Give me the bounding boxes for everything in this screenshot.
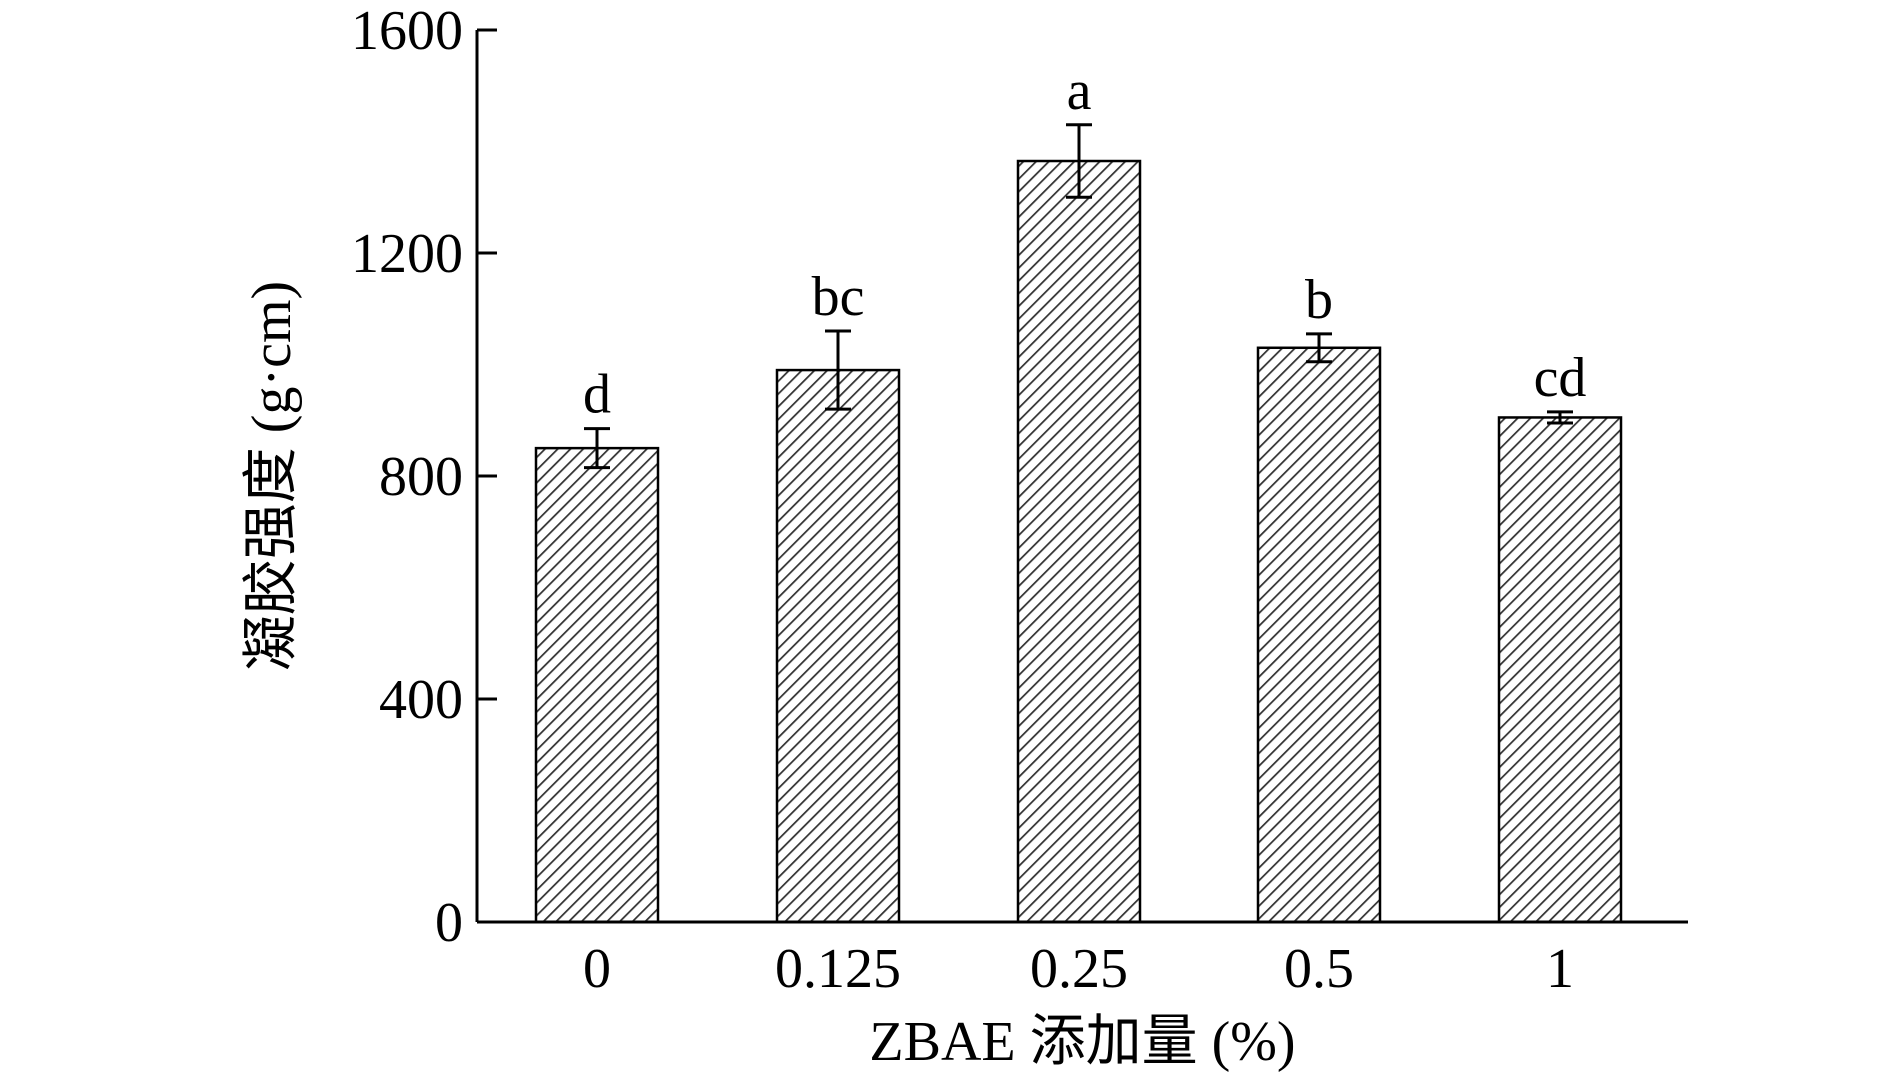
x-tick-label: 0.125 <box>775 938 901 1000</box>
bar-1 <box>1497 416 1623 924</box>
error-bar <box>1306 332 1332 364</box>
x-tick-label: 1 <box>1546 938 1574 1000</box>
y-tick-label: 1600 <box>351 0 463 62</box>
significance-label: b <box>1305 269 1333 331</box>
y-ticks-group: 0 400 800 1200 1600 <box>351 0 497 954</box>
error-bars-group <box>584 123 1573 470</box>
bar-0-125 <box>775 368 901 924</box>
plot-area: d bc a b cd 0 400 800 1200 1600 0 0.125 0.25 0.5 1 <box>351 0 1688 1000</box>
error-bar <box>1066 123 1092 199</box>
x-axis-title: ZBAE 添加量 (%) <box>869 1011 1295 1073</box>
x-tick-label: 0 <box>583 938 611 1000</box>
y-tick-label: 400 <box>379 669 463 731</box>
y-tick-label: 1200 <box>351 223 463 285</box>
x-tick-label: 0.25 <box>1030 938 1128 1000</box>
significance-labels-group: d bc a b cd <box>583 60 1586 426</box>
bar-0 <box>534 446 660 924</box>
x-ticks-group: 0 0.125 0.25 0.5 1 <box>583 938 1574 1000</box>
error-bar <box>584 427 610 470</box>
bar-0-5 <box>1256 346 1382 924</box>
y-tick-label: 0 <box>435 892 463 954</box>
y-tick-label: 800 <box>379 446 463 508</box>
bar-0-25 <box>1016 159 1142 924</box>
significance-label: d <box>583 364 611 426</box>
significance-label: cd <box>1534 347 1587 409</box>
significance-label: a <box>1067 60 1092 122</box>
error-bar <box>825 329 851 411</box>
error-bar <box>1547 410 1573 425</box>
significance-label: bc <box>812 266 865 328</box>
x-tick-label: 0.5 <box>1284 938 1354 1000</box>
bars-group <box>534 159 1623 924</box>
y-axis-title: 凝胶强度 (g·cm) <box>241 281 303 671</box>
